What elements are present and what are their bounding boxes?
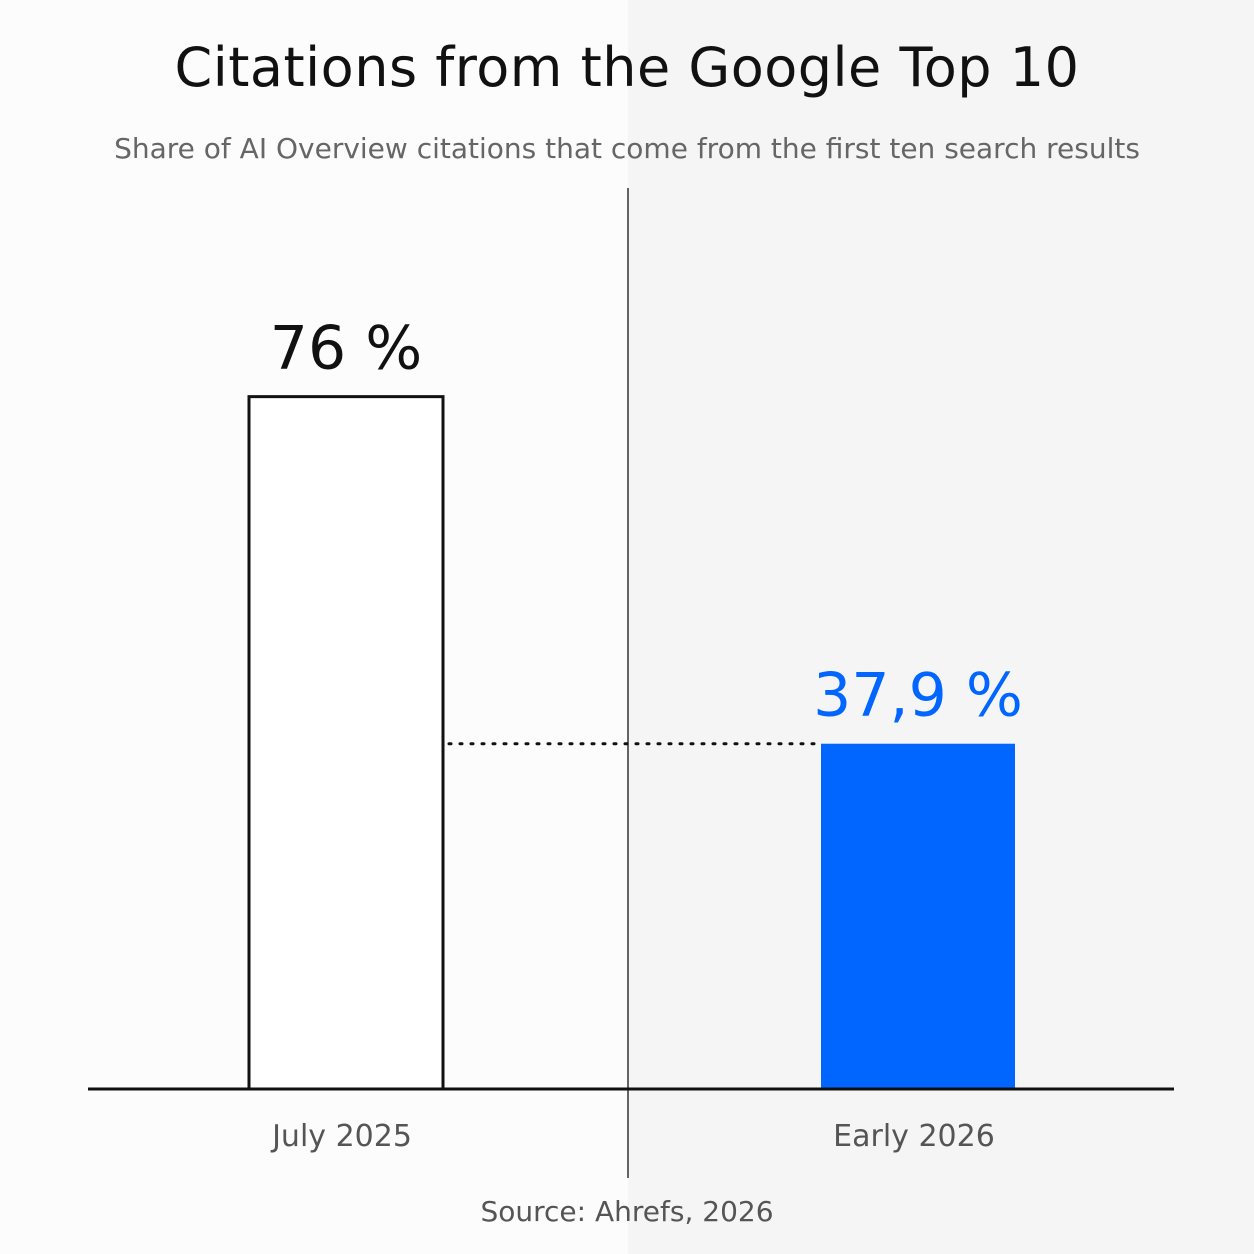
- chart-title: Citations from the Google Top 10: [174, 36, 1080, 99]
- category-label-early-2026: Early 2026: [833, 1119, 995, 1154]
- bar-july-2025: [247, 395, 445, 1091]
- source-note: Source: Ahrefs, 2026: [480, 1195, 774, 1228]
- data-label-july-2025: 76 %: [270, 314, 422, 384]
- category-label-july-2025: July 2025: [270, 1119, 412, 1154]
- chart-subtitle: Share of AI Overview citations that come…: [114, 132, 1140, 165]
- bar-early-2026: [821, 743, 1015, 1089]
- data-label-early-2026: 37,9 %: [813, 661, 1023, 731]
